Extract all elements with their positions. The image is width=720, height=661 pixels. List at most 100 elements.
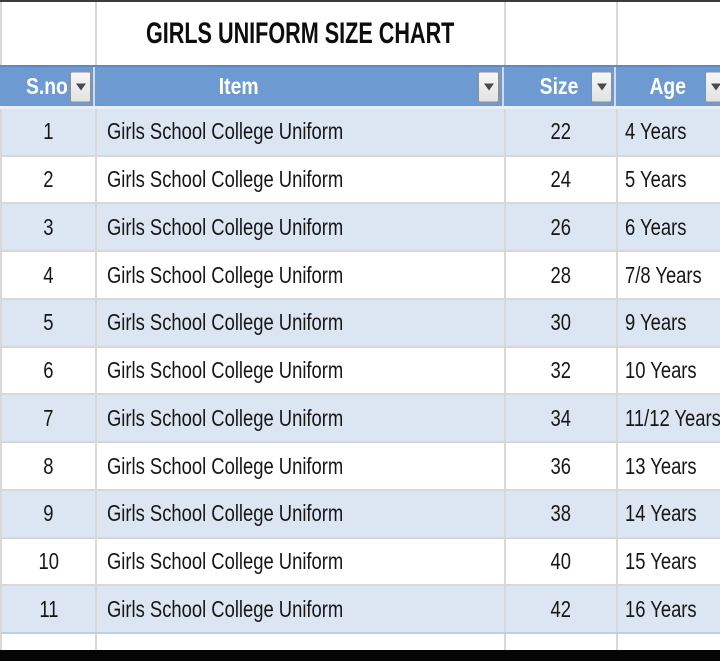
age-cell: 16 Years (618, 586, 720, 632)
item-cell: Girls School College Uniform (97, 490, 506, 537)
item-cell: Girls School College Uniform (97, 586, 506, 633)
size-cell: 22 (506, 109, 618, 155)
age-value: 11/12 Years (625, 404, 720, 431)
age-cell: 13 Years (618, 443, 720, 489)
item-value: Girls School College Uniform (107, 404, 344, 431)
sno-value: 9 (43, 500, 54, 527)
table-row: 7 Girls School College Uniform 34 11/12 … (0, 395, 720, 444)
age-cell: 9 Years (618, 300, 720, 346)
column-header-size: Size (504, 67, 616, 106)
column-header-size-label: Size (539, 73, 579, 99)
item-value: Girls School College Uniform (107, 500, 344, 527)
age-cell: 11/12 Years (618, 395, 720, 441)
item-value: Girls School College Uniform (107, 357, 344, 384)
title-row: GIRLS UNIFORM SIZE CHART (0, 2, 720, 65)
age-value: 5 Years (625, 166, 687, 193)
filter-button-age[interactable] (705, 71, 720, 102)
item-cell: Girls School College Uniform (97, 299, 506, 346)
sno-cell: 3 (2, 204, 97, 251)
empty-cell (97, 634, 506, 650)
table-row: 8 Girls School College Uniform 36 13 Yea… (0, 443, 720, 491)
age-cell: 10 Years (618, 348, 720, 394)
sno-cell: 8 (2, 443, 97, 489)
filter-dropdown-arrow-icon (483, 83, 494, 90)
sno-cell: 2 (2, 156, 97, 203)
size-value: 32 (550, 357, 572, 384)
sno-value: 8 (43, 452, 54, 479)
size-cell: 24 (506, 156, 618, 203)
size-cell: 34 (506, 395, 618, 442)
sno-value: 7 (43, 404, 54, 431)
age-cell: 14 Years (618, 491, 720, 537)
item-value: Girls School College Uniform (107, 261, 344, 288)
item-value: Girls School College Uniform (107, 213, 344, 240)
size-value: 30 (550, 309, 572, 336)
sno-value: 2 (43, 166, 54, 193)
size-cell: 42 (506, 586, 618, 633)
sno-value: 3 (43, 213, 54, 240)
item-cell: Girls School College Uniform (97, 204, 506, 251)
size-cell: 28 (506, 252, 618, 298)
age-value: 13 Years (625, 452, 697, 479)
filter-button-size[interactable] (591, 71, 612, 102)
item-value: Girls School College Uniform (107, 166, 344, 193)
empty-cell (618, 634, 720, 650)
item-value: Girls School College Uniform (107, 595, 344, 622)
age-value: 14 Years (625, 500, 697, 527)
table-row: 2 Girls School College Uniform 24 5 Year… (0, 156, 720, 205)
size-value: 26 (550, 213, 572, 240)
table-header-row: S.no Item Size Age (0, 65, 720, 109)
column-header-item: Item (95, 67, 504, 106)
age-value: 7/8 Years (625, 261, 702, 288)
size-value: 28 (550, 261, 572, 288)
item-value: Girls School College Uniform (107, 452, 344, 479)
age-cell: 15 Years (618, 539, 720, 585)
table-row: 4 Girls School College Uniform 28 7/8 Ye… (0, 252, 720, 300)
age-cell: 4 Years (618, 109, 720, 155)
size-value: 36 (550, 452, 572, 479)
filter-dropdown-arrow-icon (75, 83, 86, 90)
item-cell: Girls School College Uniform (97, 395, 506, 442)
column-header-item-label: Item (218, 73, 259, 99)
size-value: 38 (550, 500, 572, 527)
size-cell: 36 (506, 443, 618, 489)
column-header-age: Age (616, 67, 720, 106)
sno-value: 6 (43, 357, 54, 384)
item-value: Girls School College Uniform (107, 118, 344, 145)
sno-value: 11 (38, 595, 59, 622)
age-cell: 7/8 Years (618, 252, 720, 298)
age-value: 4 Years (625, 118, 687, 145)
filter-dropdown-arrow-icon (596, 83, 607, 90)
item-cell: Girls School College Uniform (97, 109, 506, 155)
item-cell: Girls School College Uniform (97, 252, 506, 298)
age-cell: 6 Years (618, 204, 720, 250)
sno-value: 10 (38, 547, 59, 574)
size-value: 22 (550, 118, 572, 145)
size-value: 24 (550, 166, 572, 193)
size-value: 40 (550, 547, 572, 574)
age-value: 16 Years (625, 595, 697, 622)
column-header-sno: S.no (0, 67, 95, 106)
sno-cell: 6 (2, 347, 97, 394)
item-value: Girls School College Uniform (107, 309, 344, 336)
empty-cell (506, 634, 618, 650)
filter-dropdown-arrow-icon (710, 83, 720, 90)
sno-value: 5 (43, 309, 54, 336)
size-cell: 26 (506, 204, 618, 251)
age-cell: 5 Years (618, 157, 720, 203)
sno-cell: 11 (2, 586, 97, 633)
table-row: 11 Girls School College Uniform 42 16 Ye… (0, 586, 720, 635)
item-value: Girls School College Uniform (107, 547, 344, 574)
column-header-age-label: Age (649, 73, 687, 99)
table-row: 3 Girls School College Uniform 26 6 Year… (0, 204, 720, 253)
table-row: 5 Girls School College Uniform 30 9 Year… (0, 299, 720, 348)
filter-button-item[interactable] (478, 71, 499, 102)
sno-cell: 4 (2, 252, 97, 298)
age-value: 15 Years (625, 547, 697, 574)
table-body: 1 Girls School College Uniform 22 4 Year… (0, 109, 720, 635)
filter-button-sno[interactable] (70, 71, 91, 102)
sno-cell: 5 (2, 299, 97, 346)
item-cell: Girls School College Uniform (97, 538, 506, 585)
item-cell: Girls School College Uniform (97, 443, 506, 489)
